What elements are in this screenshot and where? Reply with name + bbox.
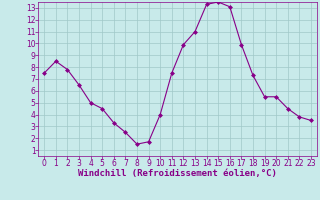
X-axis label: Windchill (Refroidissement éolien,°C): Windchill (Refroidissement éolien,°C): [78, 169, 277, 178]
